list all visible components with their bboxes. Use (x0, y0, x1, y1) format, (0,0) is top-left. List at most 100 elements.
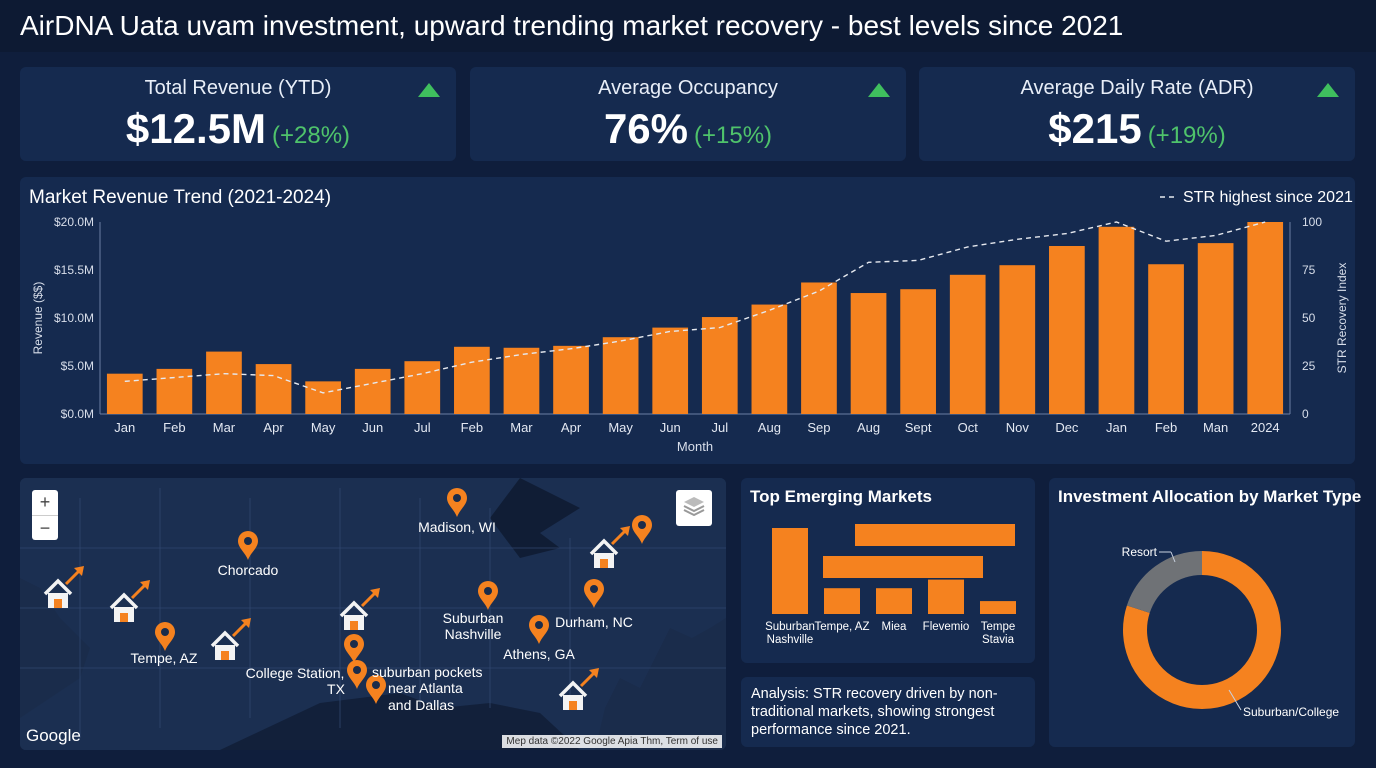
line-series (124, 221, 1266, 394)
house-growth-icon[interactable] (210, 618, 251, 660)
layers-button[interactable] (676, 490, 712, 526)
revenue-bar[interactable] (1098, 226, 1135, 414)
map-location-label: and Dallas (388, 697, 454, 713)
kpi-card-adr[interactable]: Average Daily Rate (ADR) $215 (+19%) (919, 67, 1355, 161)
map-location-label: Chorcado (218, 562, 279, 578)
revenue-bar[interactable] (949, 274, 986, 414)
chart-axes: $0.0M $5.0M $10.0M $15.5M $20.0M 0 25 50 75 100 Re… (31, 215, 1349, 454)
map-pin-icon[interactable] (347, 660, 367, 689)
kpi-card-average-occupancy[interactable]: Average Occupancy 76% (+15%) (470, 67, 906, 161)
emerging-markets-panel: Top Emerging Markets Suburban Nashville Te… (741, 478, 1035, 663)
map-pin-icon[interactable] (447, 488, 467, 517)
great-lakes (490, 478, 580, 558)
revenue-bar[interactable] (255, 364, 292, 414)
x-tick-label: Feb (1155, 420, 1177, 435)
zoom-out-button[interactable]: − (32, 515, 58, 540)
map-pin-icon[interactable] (632, 515, 652, 544)
revenue-bar[interactable] (999, 265, 1036, 414)
x-tick-label: 2024 (1251, 420, 1280, 435)
revenue-bar[interactable] (751, 304, 788, 414)
revenue-bar[interactable] (206, 351, 242, 414)
title-bar: AirDNA Uata uvam investment, upward tren… (0, 0, 1376, 52)
house-growth-icon[interactable] (339, 588, 380, 630)
x-tick-label: May (608, 420, 633, 435)
revenue-bar[interactable] (354, 368, 391, 414)
donut-slice[interactable] (1123, 551, 1281, 709)
emerging-market-hbar[interactable] (855, 524, 1015, 546)
map-pin-icon[interactable] (478, 581, 498, 610)
y-tick-label: $5.0M (61, 359, 94, 373)
emerging-market-bar[interactable] (980, 601, 1016, 614)
map-pin-icon[interactable] (238, 531, 258, 560)
emerging-market-bar[interactable] (772, 528, 808, 614)
revenue-bar[interactable] (652, 327, 689, 414)
donut-label: Suburban/College (1243, 705, 1339, 719)
revenue-bar[interactable] (1247, 222, 1284, 414)
allocation-title: Investment Allocation by Market Type (1058, 487, 1362, 506)
kpi-label: Average Occupancy (598, 77, 778, 99)
revenue-bar[interactable] (503, 347, 540, 414)
revenue-bar[interactable] (454, 346, 490, 414)
revenue-bar[interactable] (1197, 243, 1234, 414)
revenue-bar[interactable] (553, 345, 589, 414)
revenue-trend-chart: STR highest since 2021 $0.0M$5.0M$10.0M$… (31, 189, 1353, 454)
y-tick-label: $20.0M (54, 215, 94, 229)
revenue-bar[interactable] (156, 368, 193, 414)
revenue-bar[interactable] (404, 361, 441, 414)
map-pin-icon[interactable] (529, 615, 549, 644)
x-tick-label: Jun (362, 420, 383, 435)
house-growth-icon[interactable] (589, 526, 630, 568)
kpi-value: $215 (1048, 105, 1142, 152)
map-location-label: near Atlanta (388, 680, 463, 696)
map-location-label: Durham, NC (555, 614, 633, 630)
map-location-label: suburban pockets (372, 664, 483, 680)
emerging-market-bar[interactable] (928, 579, 964, 614)
map-pin-icon[interactable] (344, 634, 364, 663)
revenue-bar[interactable] (801, 282, 837, 414)
revenue-bar[interactable] (900, 289, 936, 414)
page-title: AirDNA Uata uvam investment, upward tren… (20, 10, 1124, 41)
market-pins[interactable] (155, 488, 652, 704)
map-location-label: Madison, WI (418, 519, 496, 535)
str-index-line[interactable] (124, 221, 1266, 394)
revenue-bar[interactable] (1148, 264, 1184, 414)
state-borders (20, 488, 726, 738)
house-markers[interactable] (43, 526, 630, 710)
y2-tick-label: 50 (1302, 311, 1316, 325)
emerging-market-bar[interactable] (876, 588, 912, 614)
leader-line (1228, 689, 1242, 711)
map-pin-icon[interactable] (155, 622, 175, 651)
revenue-bar[interactable] (305, 381, 341, 414)
emerging-market-bar[interactable] (824, 588, 860, 614)
map-pin-icon[interactable] (584, 579, 604, 608)
zoom-control[interactable]: + − (32, 490, 58, 540)
revenue-bar[interactable] (701, 317, 738, 414)
revenue-bar[interactable] (850, 293, 887, 414)
chart-legend[interactable]: STR highest since 2021 (1160, 189, 1353, 206)
zoom-in-button[interactable]: + (39, 492, 51, 512)
market-map[interactable]: Madison, WI Chorcado Suburban Nashville Durh… (20, 478, 726, 750)
kpi-card-total-revenue[interactable]: Total Revenue (YTD) $12.5M (+28%) (20, 67, 456, 161)
x-tick-label: Aug (857, 420, 880, 435)
x-tick-label: Sept (905, 420, 932, 435)
map-location-label: Nashville (445, 626, 502, 642)
x-tick-label: Sep (807, 420, 830, 435)
up-triangle-icon (1317, 83, 1339, 97)
map-pin-icon[interactable] (366, 675, 386, 704)
map-attribution[interactable]: Mep data ©2022 Google Apia Thm, Term of … (502, 735, 722, 748)
house-growth-icon[interactable] (109, 580, 150, 622)
kpi-change: (+19%) (1147, 122, 1226, 149)
house-growth-icon[interactable] (558, 668, 599, 710)
y2-tick-label: 0 (1302, 407, 1309, 421)
x-tick-label: Jan (1106, 420, 1127, 435)
x-tick-label: Aug (758, 420, 781, 435)
kpi-change: (+15%) (694, 122, 773, 149)
emerging-market-hbar[interactable] (823, 556, 983, 578)
x-tick-label: Mar (510, 420, 533, 435)
revenue-bar[interactable] (1049, 246, 1085, 414)
house-growth-icon[interactable] (43, 566, 84, 608)
map-location-label: College Station, (246, 665, 345, 681)
revenue-bar[interactable] (602, 337, 639, 414)
